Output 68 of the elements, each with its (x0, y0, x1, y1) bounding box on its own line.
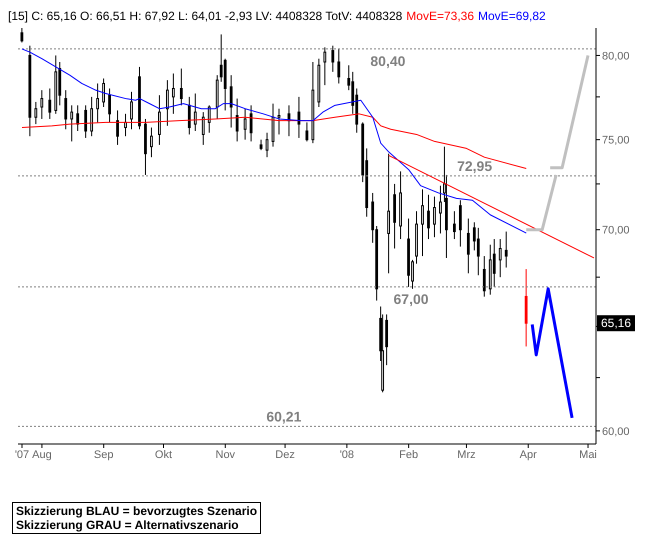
candlestick (298, 96, 300, 138)
candlestick (492, 238, 496, 288)
x-tick-label: '08 (340, 448, 354, 461)
text: MovE=73,36 (406, 9, 474, 23)
candlestick (172, 73, 175, 114)
line-series (530, 287, 574, 420)
ref-line-label: 67,00 (394, 290, 429, 307)
text: Skizzierung GRAU = Alternativszenario (16, 518, 240, 532)
x-tick-label: Dez (275, 448, 295, 461)
x-tick-label: Apr (520, 448, 538, 461)
candlestick (130, 91, 133, 130)
candlestick (439, 185, 442, 234)
x-tick-label: Aug (32, 448, 52, 461)
candlestick (466, 218, 470, 274)
candlestick (476, 227, 480, 276)
y-tick-label: 70,00 (602, 224, 630, 237)
annotation: 65,16 (600, 316, 632, 330)
candlestick (34, 101, 38, 125)
candlestick (180, 68, 183, 106)
candlestick (124, 113, 127, 137)
candlestick (482, 256, 486, 298)
ref-line-label: 72,95 (457, 158, 492, 174)
candlestick (90, 96, 94, 137)
line-series (21, 48, 527, 234)
x-tick-label: Feb (399, 448, 418, 461)
candlestick (260, 139, 262, 151)
candlestick (70, 104, 74, 142)
candlestick (250, 104, 252, 142)
candlestick (96, 82, 100, 123)
candlestick (244, 108, 247, 140)
candlestick (166, 80, 169, 126)
candlestick (427, 194, 430, 240)
y-tick-label: 80,00 (602, 50, 630, 62)
ref-line-label: 80,40 (370, 52, 406, 69)
candlestick (64, 90, 68, 130)
candlestick (236, 98, 239, 142)
candlestick (20, 28, 24, 43)
x-tick-label: Nov (216, 448, 236, 461)
candlestick (102, 78, 105, 108)
x-tick-label: Sep (94, 448, 114, 461)
candlestick (452, 210, 456, 240)
candlestick (498, 238, 502, 278)
candlestick (278, 108, 280, 135)
x-tick-label: Mai (579, 448, 597, 461)
candlestick (266, 132, 268, 158)
x-tick-label: '07 (14, 448, 30, 461)
text: MovE=69,82 (478, 9, 546, 23)
x-tick-label: Mrz (457, 448, 476, 461)
candlestick (421, 188, 424, 257)
candlestick (40, 90, 44, 120)
candlestick (323, 46, 326, 86)
candlestick (433, 196, 436, 238)
candlestick (331, 45, 334, 72)
candlestick (108, 88, 111, 123)
candlestick (150, 127, 153, 158)
candlestick (158, 94, 161, 146)
candlestick (504, 231, 508, 268)
y-tick-label: 75,00 (602, 134, 630, 147)
text: Skizzierung BLAU = bevorzugtes Szenario (16, 504, 258, 518)
chart-title: [15] C: 65,16 O: 66,51 H: 67,92 L: 64,01 -2,93 LV: 4408328 TotV: 4408328 (8, 9, 402, 23)
candlestick (306, 122, 308, 142)
candlestick (387, 153, 390, 274)
candlestick (337, 48, 340, 84)
ref-line-label: 60,21 (266, 408, 302, 424)
y-tick-label: 60,00 (602, 426, 630, 438)
candlestick (116, 110, 119, 146)
x-tick-label: Okt (154, 448, 172, 461)
candlestick (48, 88, 52, 120)
